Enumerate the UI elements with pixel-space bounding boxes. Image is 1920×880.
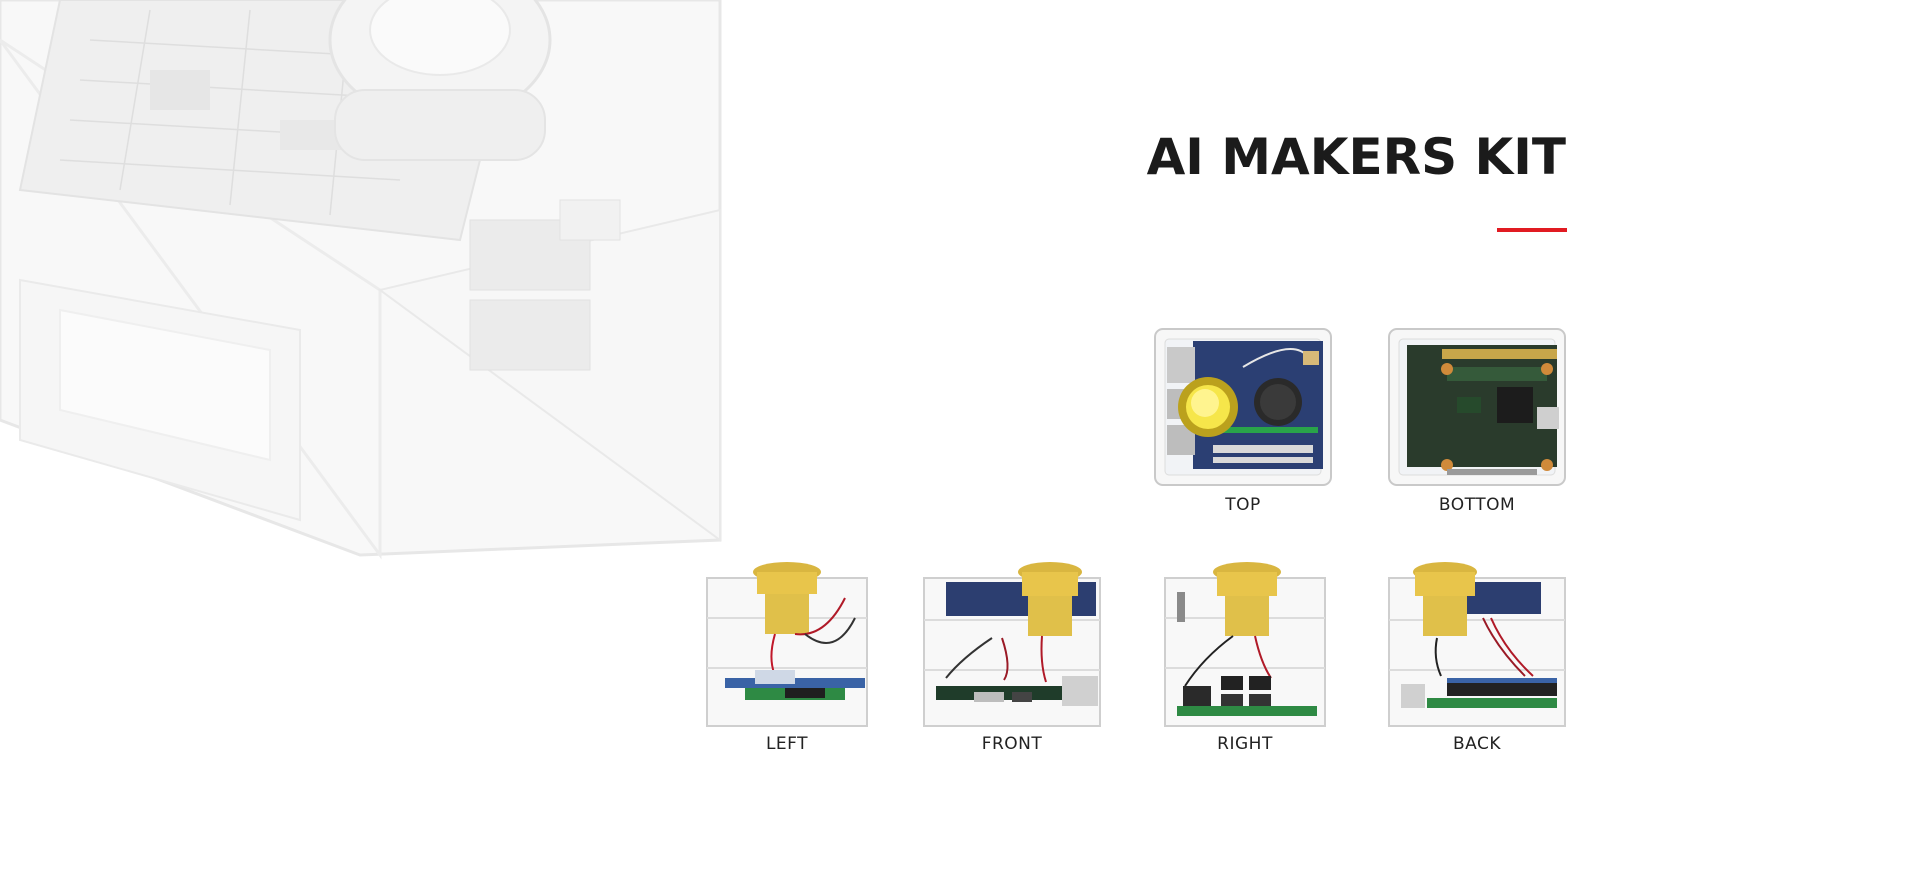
view-front: FRONT: [922, 558, 1102, 768]
hero-kit-illustration: [0, 0, 722, 560]
right-view-image: [1164, 562, 1326, 727]
view-left: LEFT: [705, 558, 869, 768]
bottom-view-image: [1388, 328, 1566, 486]
page-title: AI MAKERS KIT: [1146, 128, 1566, 186]
front-view-image: [923, 562, 1101, 727]
view-right: RIGHT: [1163, 558, 1327, 768]
view-label-front: FRONT: [981, 734, 1043, 754]
view-bottom: BOTTOM: [1387, 327, 1567, 527]
view-top: TOP: [1153, 327, 1333, 527]
title-accent-underline: [1497, 228, 1567, 232]
view-back: BACK: [1387, 558, 1567, 768]
view-label-top: TOP: [1225, 495, 1261, 515]
view-label-right: RIGHT: [1217, 734, 1273, 754]
view-label-left: LEFT: [765, 734, 809, 754]
view-label-bottom: BOTTOM: [1438, 495, 1516, 515]
back-view-image: [1388, 562, 1566, 727]
left-view-image: [706, 562, 868, 727]
view-label-back: BACK: [1452, 734, 1501, 754]
top-view-image: [1154, 328, 1332, 486]
